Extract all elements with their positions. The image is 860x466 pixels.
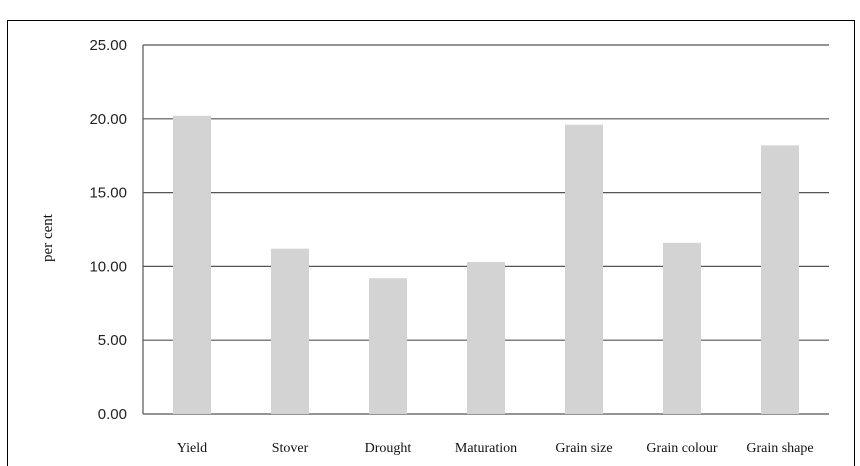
y-tick-label: 10.00 [89,258,127,275]
bar-stover [271,248,309,414]
x-tick-label: Grain size [555,441,612,456]
y-tick-label: 5.00 [98,332,127,349]
x-tick-label: Stover [272,441,309,456]
frame-left-border [7,20,8,466]
bar-grain-size [565,124,603,414]
bar-grain-shape [761,145,799,415]
x-tick-label: Drought [365,441,412,456]
bar-grain-colour [663,242,701,414]
y-tick-label: 20.00 [89,111,127,128]
frame-top-border [7,20,855,21]
bar-drought [369,278,407,414]
y-tick-label: 15.00 [89,185,127,202]
x-tick-label: Maturation [455,441,517,456]
x-tick-label: Grain shape [746,441,813,456]
bar-maturation [467,261,505,414]
x-tick-label: Grain colour [646,441,717,456]
y-tick-label: 0.00 [98,406,127,423]
bars [173,115,799,415]
y-axis-title: per cent [40,213,56,262]
y-tick-labels: 0.00 5.00 10.00 15.00 20.00 25.00 [89,37,127,423]
frame-right-border [854,20,855,466]
y-tick-label: 25.00 [89,37,127,54]
x-tick-labels: Yield Stover Drought Maturation Grain size Gr… [177,441,814,456]
x-tick-label: Yield [177,441,207,456]
bar-yield [173,115,211,415]
